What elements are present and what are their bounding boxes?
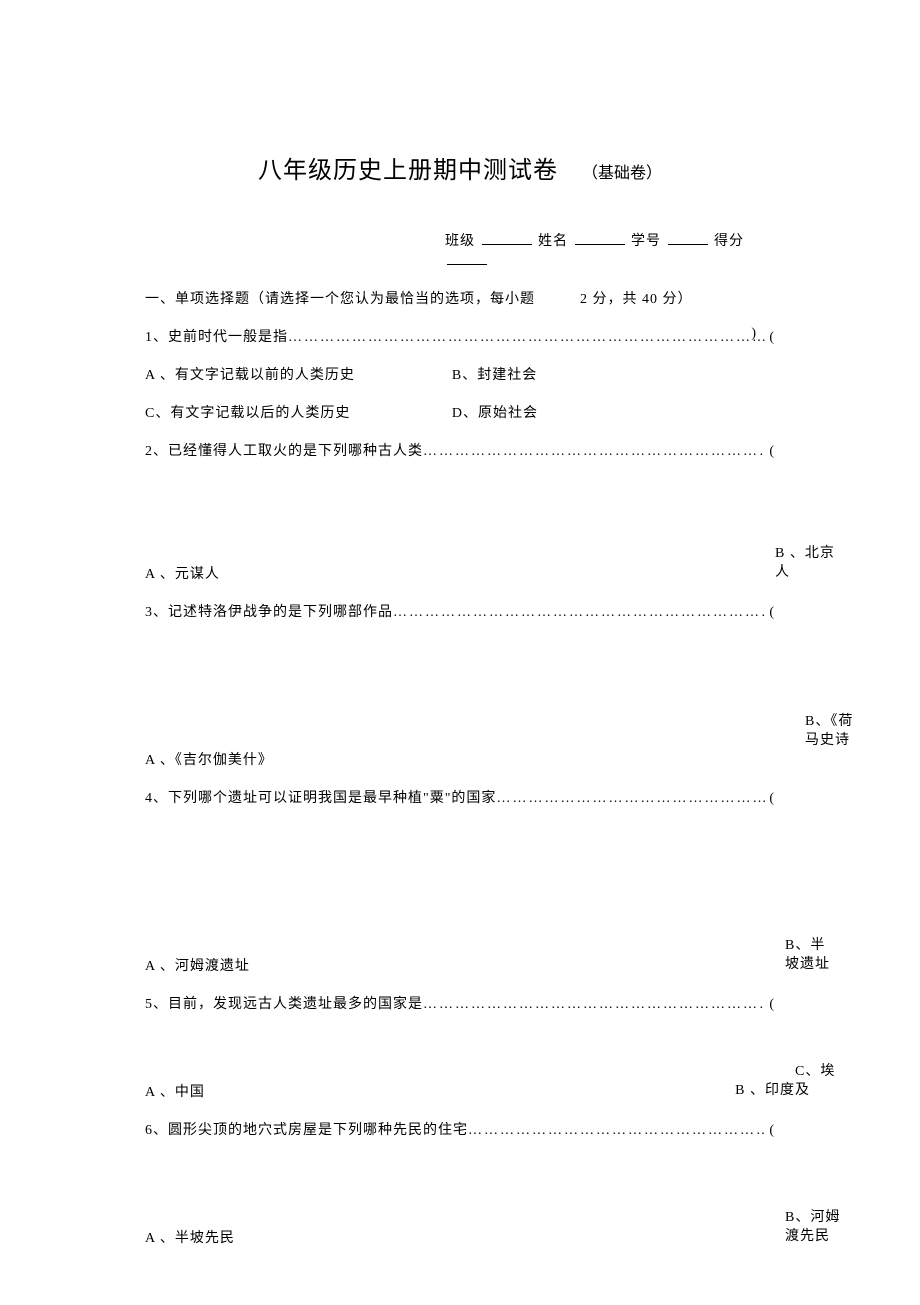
- q6-optB[interactable]: B、河姆渡先民: [785, 1208, 845, 1247]
- q5-dots: ……………………………………………………………………………………………………: [423, 997, 765, 1013]
- q1-paren-close: ): [751, 326, 757, 342]
- q5-optA[interactable]: A 、中国: [145, 1081, 205, 1101]
- q6-text: 6、圆形尖顶的地穴式房屋是下列哪种先民的住宅: [145, 1119, 468, 1139]
- question-6: 6、圆形尖顶的地穴式房屋是下列哪种先民的住宅 ………………………………………………: [145, 1119, 775, 1139]
- question-5: 5、目前，发现远古人类遗址最多的国家是 ………………………………………………………: [145, 993, 775, 1013]
- q6-optA[interactable]: A 、半坡先民: [145, 1227, 235, 1247]
- q4-optA[interactable]: A 、河姆渡遗址: [145, 955, 250, 975]
- q5-paren-open: (: [765, 997, 775, 1013]
- section-1-heading: 一、单项选择题（请选择一个您认为最恰当的选项，每小题 2 分，共 40 分）: [145, 288, 775, 308]
- q1-optB[interactable]: B、封建社会: [452, 364, 754, 384]
- question-1: 1、史前时代一般是指 ………………………………………………………………………………: [145, 326, 775, 346]
- name-blank[interactable]: [575, 230, 625, 245]
- student-info-row: 班级 姓名 学号 得分: [145, 230, 775, 270]
- score-blank[interactable]: [447, 250, 487, 265]
- q1-options-row2: C、有文字记载以后的人类历史 D、原始社会: [145, 402, 775, 422]
- q1-options-row1: A 、有文字记载以前的人类历史 B、封建社会: [145, 364, 775, 384]
- q3-dots: ……………………………………………………………………………………………………: [393, 605, 765, 621]
- exam-title: 八年级历史上册期中测试卷 （基础卷）: [145, 150, 775, 185]
- q2-dots: ……………………………………………………………………………………………………: [423, 444, 765, 460]
- q1-optD[interactable]: D、原始社会: [452, 402, 754, 422]
- q4-text: 4、下列哪个遗址可以证明我国是最早种植"粟"的国家: [145, 787, 496, 807]
- class-label: 班级: [445, 234, 475, 249]
- section-1-points: 2 分，共 40 分）: [580, 292, 693, 307]
- question-2: 2、已经懂得人工取火的是下列哪种古人类 ………………………………………………………: [145, 440, 775, 460]
- question-3: 3、记述特洛伊战争的是下列哪部作品 ……………………………………………………………: [145, 601, 775, 621]
- id-label: 学号: [631, 234, 661, 249]
- q5-optB[interactable]: B 、印度: [735, 1081, 795, 1101]
- q1-text: 1、史前时代一般是指: [145, 326, 288, 346]
- q6-paren-open: (: [765, 1123, 775, 1139]
- id-blank[interactable]: [668, 230, 708, 245]
- q1-optC[interactable]: C、有文字记载以后的人类历史: [145, 402, 447, 422]
- q4-optB[interactable]: B、半坡遗址: [785, 936, 835, 975]
- q5-text: 5、目前，发现远古人类遗址最多的国家是: [145, 993, 423, 1013]
- q3-text: 3、记述特洛伊战争的是下列哪部作品: [145, 601, 393, 621]
- q3-optA[interactable]: A 、《吉尔伽美什》: [145, 749, 273, 769]
- q3-paren-open: (: [765, 605, 775, 621]
- title-sub: （基础卷）: [582, 165, 662, 182]
- q3-optB[interactable]: B、《荷马史诗: [805, 712, 855, 751]
- name-label: 姓名: [538, 234, 568, 249]
- question-4: 4、下列哪个遗址可以证明我国是最早种植"粟"的国家 ………………………………………: [145, 787, 775, 807]
- q1-paren-open: (: [765, 330, 775, 346]
- q6-dots: ……………………………………………………………………………………………………: [468, 1123, 765, 1139]
- q4-paren-open: (: [765, 791, 775, 807]
- class-blank[interactable]: [482, 230, 532, 245]
- q4-dots: ……………………………………………………………………………………………………: [496, 791, 765, 807]
- q2-text: 2、已经懂得人工取火的是下列哪种古人类: [145, 440, 423, 460]
- title-main: 八年级历史上册期中测试卷: [258, 158, 558, 184]
- q1-optA[interactable]: A 、有文字记载以前的人类历史: [145, 364, 447, 384]
- q2-optA[interactable]: A 、元谋人: [145, 563, 220, 583]
- score-label: 得分: [714, 234, 744, 249]
- q2-optB[interactable]: B 、北京人: [775, 544, 835, 583]
- section-1-prefix: 一、单项选择题（请选择一个您认为最恰当的选项，每小题: [145, 292, 535, 307]
- q2-paren-open: (: [765, 444, 775, 460]
- q5-optC[interactable]: C、埃及: [795, 1062, 845, 1101]
- q1-dots: ……………………………………………………………………………………………………: [288, 330, 765, 346]
